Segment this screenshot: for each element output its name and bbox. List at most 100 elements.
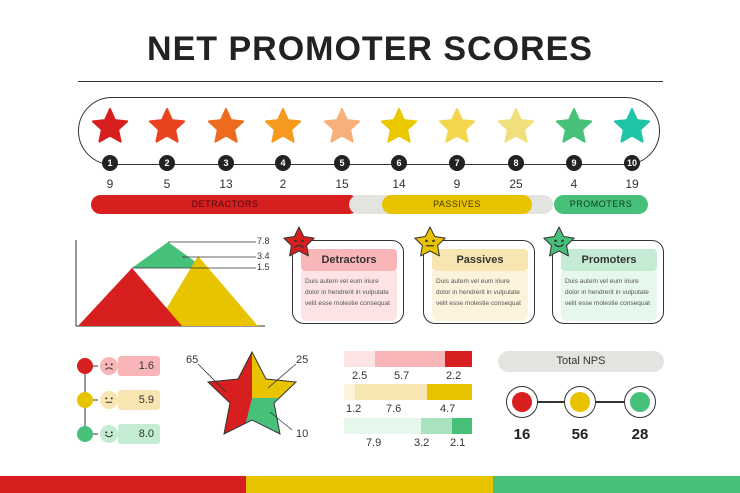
stacked-value-label: 7.9 [366, 437, 382, 449]
triangle-label-1: 7.8 [257, 236, 270, 246]
total-nps-label: Total NPS [498, 351, 664, 372]
score-number-badge: 2 [159, 155, 175, 171]
star-pie-chart [197, 350, 298, 435]
score-response-count: 5 [163, 177, 171, 191]
nps-value: 28 [631, 426, 649, 443]
score-star-icon [613, 108, 651, 143]
score-star-icon [497, 108, 535, 143]
card-description: Duis autem vel eum iriure dolor in hendr… [301, 271, 397, 321]
score-response-count: 4 [570, 177, 578, 191]
footer-strip-red [0, 476, 246, 493]
score-number-badge: 7 [449, 155, 465, 171]
score-response-count: 19 [625, 177, 639, 191]
page-title: NET PROMOTER SCORES [147, 30, 593, 68]
card-description: Duis autem vel eum iriure dolor in hendr… [561, 271, 657, 321]
neutral-face-icon [100, 391, 118, 409]
nps-ring [506, 386, 538, 418]
nps-value: 16 [513, 426, 531, 443]
score-number-badge: 8 [508, 155, 524, 171]
stacked-segment [420, 418, 452, 434]
detractors-pill: DETRACTORS [91, 195, 359, 214]
footer-strip-green [493, 476, 740, 493]
stacked-segment [427, 384, 472, 400]
stacked-segment [355, 384, 428, 400]
score-number-badge: 1 [102, 155, 118, 171]
card-title: Passives [432, 249, 528, 271]
nps-dot [630, 392, 650, 412]
score-star-icon [207, 108, 245, 143]
yellow-triangle [156, 256, 258, 326]
stacked-segment [344, 351, 375, 367]
card-title: Detractors [301, 249, 397, 271]
score-star-icon [264, 108, 302, 143]
detractors-pill-label: DETRACTORS [191, 199, 259, 209]
score-response-count: 9 [106, 177, 114, 191]
score-response-count: 13 [219, 177, 233, 191]
score-number-badge: 6 [391, 155, 407, 171]
passives-pill: PASSIVES [382, 195, 532, 214]
neutral-face-star-icon [414, 226, 446, 257]
triangle-label-2: 3.4 [257, 251, 270, 261]
score-scale-frame [78, 97, 660, 165]
title-divider [78, 81, 663, 82]
score-response-count: 14 [392, 177, 406, 191]
category-card-detractors: Detractors Duis autem vel eum iriure dolo… [292, 240, 404, 324]
score-star-icon [323, 108, 361, 143]
sad-face-star-icon [283, 226, 315, 257]
stacked-value-label: 7.6 [386, 403, 402, 415]
stacked-segment [344, 418, 421, 434]
score-star-icon [148, 108, 186, 143]
score-number-badge: 9 [566, 155, 582, 171]
score-star-icon [555, 108, 593, 143]
happy-face-star-icon [543, 226, 575, 257]
score-number-badge: 5 [334, 155, 350, 171]
stacked-value-label: 2.2 [446, 370, 462, 382]
score-number-badge: 3 [218, 155, 234, 171]
score-star-icon [438, 108, 476, 143]
sentiment-value: 5.9 [118, 390, 160, 410]
sentiment-dot [77, 392, 93, 408]
green-triangle [132, 242, 204, 268]
triangle-chart [75, 240, 265, 327]
category-card-promoters: Promoters Duis autem vel eum iriure dolor… [552, 240, 664, 324]
promoters-pill-label: PROMOTERS [569, 199, 633, 209]
sentiment-value: 1.6 [118, 356, 160, 376]
star-label-yellow: 25 [296, 354, 309, 366]
promoters-pill: PROMOTERS [554, 195, 648, 214]
triangle-label-3: 1.5 [257, 262, 270, 272]
stacked-segment [344, 384, 356, 400]
stacked-segment [374, 351, 445, 367]
happy-face-icon [100, 425, 118, 443]
score-number-badge: 4 [275, 155, 291, 171]
nps-ring [624, 386, 656, 418]
footer-strip-yellow [246, 476, 493, 493]
stacked-value-label: 2.5 [352, 370, 368, 382]
category-card-passives: Passives Duis autem vel eum iriure dolor … [423, 240, 535, 324]
score-response-count: 2 [279, 177, 287, 191]
stacked-value-label: 4.7 [440, 403, 456, 415]
nps-value: 56 [571, 426, 589, 443]
card-title: Promoters [561, 249, 657, 271]
score-response-count: 15 [335, 177, 349, 191]
card-description: Duis autem vel eum iriure dolor in hendr… [432, 271, 528, 321]
sentiment-value: 8.0 [118, 424, 160, 444]
stacked-value-label: 1.2 [346, 403, 362, 415]
score-response-count: 25 [509, 177, 523, 191]
nps-dot [570, 392, 590, 412]
stacked-segment [451, 418, 472, 434]
stacked-segment [444, 351, 472, 367]
score-response-count: 9 [453, 177, 461, 191]
score-number-badge: 10 [624, 155, 640, 171]
score-star-icon [91, 108, 129, 143]
star-label-green: 10 [296, 428, 309, 440]
red-triangle [78, 268, 182, 326]
stacked-value-label: 5.7 [394, 370, 410, 382]
score-star-icon [380, 108, 418, 143]
stacked-value-label: 3.2 [414, 437, 430, 449]
passives-pill-label: PASSIVES [433, 199, 481, 209]
sentiment-dot [77, 426, 93, 442]
star-label-red: 65 [186, 354, 199, 366]
stacked-value-label: 2.1 [450, 437, 466, 449]
nps-ring [564, 386, 596, 418]
sad-face-icon [100, 357, 118, 375]
